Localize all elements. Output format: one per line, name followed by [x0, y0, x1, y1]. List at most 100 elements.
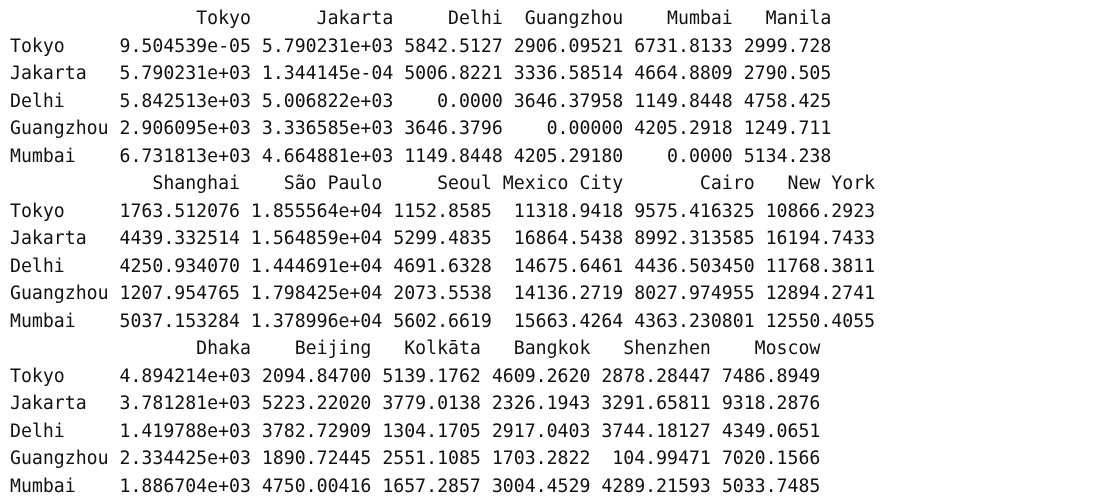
matrix-cell: 2073.5538	[393, 283, 492, 304]
column-header: Guangzhou	[513, 8, 624, 29]
matrix-cell: 1.378996e+04	[250, 310, 383, 332]
row-label: Jakarta	[10, 63, 109, 84]
matrix-cell: 4.664881e+03	[261, 145, 394, 167]
matrix-cell: 2878.28447	[601, 365, 711, 387]
matrix-cell: 4609.2620	[491, 365, 591, 387]
matrix-cell: 5006.8221	[404, 63, 503, 84]
column-header-row: Tokyo Jakarta Delhi Guangzhou Mumbai Man…	[10, 5, 875, 33]
matrix-cell: 5.790231e+03	[119, 63, 251, 84]
matrix-cell: 2094.84700	[261, 365, 372, 387]
matrix-cell: 2790.505	[743, 63, 832, 84]
column-header-row: Shanghai São Paulo Seoul Mexico City Cai…	[10, 170, 875, 198]
matrix-cell: 5.842513e+03	[119, 90, 251, 112]
matrix-cell: 5602.6619	[393, 310, 492, 332]
table-row: Delhi 4250.934070 1.444691e+04 4691.6328…	[10, 253, 875, 281]
matrix-cell: 2906.09521	[513, 35, 624, 57]
column-header: Seoul	[393, 173, 492, 194]
matrix-cell: 14675.6461	[502, 255, 624, 277]
matrix-cell: 2.334425e+03	[119, 448, 251, 469]
matrix-cell: 9575.416325	[634, 200, 755, 222]
column-header: Bangkok	[491, 338, 591, 359]
matrix-cell: 1657.2857	[382, 475, 481, 497]
matrix-cell: 5223.22020	[261, 393, 372, 414]
matrix-cell: 3.781281e+03	[119, 393, 251, 414]
matrix-cell: 6731.8133	[634, 35, 733, 57]
matrix-cell: 5299.4835	[393, 228, 492, 249]
matrix-cell: 16194.7433	[765, 228, 876, 249]
matrix-cell: 15663.4264	[502, 310, 624, 332]
matrix-cell: 1152.8585	[393, 200, 492, 222]
column-header: Cairo	[634, 173, 755, 194]
matrix-cell: 12550.4055	[765, 310, 876, 332]
matrix-cell: 1304.1705	[382, 420, 481, 442]
matrix-cell: 1149.8448	[634, 90, 733, 112]
matrix-cell: 1.344145e-04	[261, 63, 394, 84]
matrix-cell: 7486.8949	[721, 365, 821, 387]
row-label: Mumbai	[10, 475, 109, 497]
column-header: Shenzhen	[601, 338, 711, 359]
matrix-cell: 5842.5127	[404, 35, 503, 57]
matrix-cell: 104.99471	[601, 448, 711, 469]
matrix-cell: 2551.1085	[382, 448, 481, 469]
matrix-cell: 3646.37958	[513, 90, 624, 112]
table-row: Tokyo 4.894214e+03 2094.84700 5139.1762 …	[10, 363, 875, 391]
row-label: Mumbai	[10, 145, 109, 167]
column-header: Moscow	[721, 338, 821, 359]
matrix-cell: 4250.934070	[119, 255, 240, 277]
table-row: Jakarta 3.781281e+03 5223.22020 3779.013…	[10, 390, 875, 418]
matrix-cell: 2326.1943	[491, 393, 591, 414]
column-header: Mexico City	[502, 173, 624, 194]
row-label: Jakarta	[10, 393, 109, 414]
column-header: Delhi	[404, 8, 503, 29]
matrix-cell: 1703.2822	[491, 448, 591, 469]
row-label: Delhi	[10, 420, 109, 442]
column-header: Shanghai	[119, 173, 240, 194]
row-label: Guangzhou	[10, 118, 109, 139]
matrix-cell: 3744.18127	[601, 420, 711, 442]
table-row: Jakarta 5.790231e+03 1.344145e-04 5006.8…	[10, 60, 875, 88]
matrix-cell: 0.00000	[513, 118, 624, 139]
row-label: Tokyo	[10, 365, 109, 387]
matrix-cell: 14136.2719	[502, 283, 624, 304]
matrix-cell: 1890.72445	[261, 448, 372, 469]
table-row: Mumbai 1.886704e+03 4750.00416 1657.2857…	[10, 473, 875, 501]
matrix-cell: 11768.3811	[765, 255, 876, 277]
row-label: Jakarta	[10, 228, 109, 249]
matrix-cell: 3336.58514	[513, 63, 624, 84]
row-label: Delhi	[10, 90, 109, 112]
row-label: Delhi	[10, 255, 109, 277]
row-label: Mumbai	[10, 310, 109, 332]
column-header: Jakarta	[261, 8, 394, 29]
table-row: Delhi 5.842513e+03 5.006822e+03 0.0000 3…	[10, 88, 875, 116]
column-header: Dhaka	[119, 338, 251, 359]
matrix-cell: 5134.238	[743, 145, 832, 167]
matrix-cell: 3004.4529	[491, 475, 591, 497]
matrix-cell: 5139.1762	[382, 365, 481, 387]
table-row: Guangzhou 2.334425e+03 1890.72445 2551.1…	[10, 445, 875, 473]
column-header: São Paulo	[250, 173, 383, 194]
table-row: Delhi 1.419788e+03 3782.72909 1304.1705 …	[10, 418, 875, 446]
table-row: Mumbai 6.731813e+03 4.664881e+03 1149.84…	[10, 143, 875, 171]
table-row: Guangzhou 1207.954765 1.798425e+04 2073.…	[10, 280, 875, 308]
matrix-cell: 4750.00416	[261, 475, 372, 497]
matrix-cell: 7020.1566	[721, 448, 821, 469]
matrix-cell: 1.419788e+03	[119, 420, 251, 442]
matrix-cell: 3782.72909	[261, 420, 372, 442]
matrix-cell: 5.790231e+03	[261, 35, 394, 57]
matrix-cell: 2.906095e+03	[119, 118, 251, 139]
matrix-cell: 3.336585e+03	[261, 118, 394, 139]
table-row: Mumbai 5037.153284 1.378996e+04 5602.661…	[10, 308, 875, 336]
row-label: Guangzhou	[10, 448, 109, 469]
matrix-cell: 11318.9418	[502, 200, 624, 222]
matrix-cell: 1249.711	[743, 118, 832, 139]
matrix-cell: 4758.425	[743, 90, 832, 112]
column-header-row: Dhaka Beijing Kolkāta Bangkok Shenzhen M…	[10, 335, 875, 363]
matrix-cell: 9318.2876	[721, 393, 821, 414]
column-header: Beijing	[261, 338, 372, 359]
column-header: Manila	[743, 8, 832, 29]
matrix-cell: 1763.512076	[119, 200, 240, 222]
matrix-cell: 4.894214e+03	[119, 365, 251, 387]
matrix-cell: 3646.3796	[404, 118, 503, 139]
matrix-cell: 0.0000	[404, 90, 503, 112]
matrix-cell: 6.731813e+03	[119, 145, 251, 167]
